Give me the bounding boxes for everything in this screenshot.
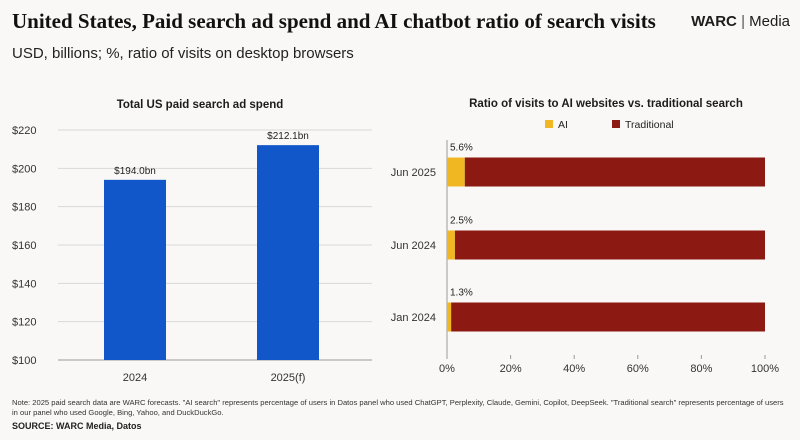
legend-label-traditional: Traditional [625,119,674,131]
bar-segment-ai [447,230,455,260]
category-label: Jun 2024 [391,240,436,252]
y-tick-label: $100 [12,355,36,367]
brand-logo: WARC | Media [690,13,790,30]
x-tick-label: 2025(f) [271,372,306,384]
bar-segment-traditional [451,302,765,332]
x-tick-label: 0% [439,363,455,375]
chart-title: United States, Paid search ad spend and … [12,9,656,33]
x-tick-label: 60% [627,363,649,375]
x-tick-label: 80% [690,363,712,375]
legend-label-ai: AI [558,119,568,131]
legend-swatch-traditional [612,120,620,128]
y-tick-label: $200 [12,163,36,175]
x-tick-label: 20% [500,363,522,375]
ad-spend-chart: Total US paid search ad spend $100 $120 $14… [12,99,372,384]
x-tick-label: 40% [563,363,585,375]
brand-separator: | [741,13,745,30]
bar-segment-traditional [464,157,765,187]
y-tick-label: $180 [12,202,36,214]
source-line: SOURCE: WARC Media, Datos [12,421,142,431]
bar-2025f [257,145,319,360]
charts-canvas: Total US paid search ad spend $100 $120 $14… [12,98,780,384]
bar-segment-ai [447,157,465,187]
bar-data-label: $212.1bn [267,131,309,142]
bar-segment-traditional [454,230,765,260]
ai-ratio-chart: Ratio of visits to AI websites vs. tradi… [391,98,780,375]
y-tick-label: $120 [12,317,36,329]
brand-suffix: Media [749,13,790,30]
bar-data-label: $194.0bn [114,166,156,177]
category-label: Jun 2025 [391,167,436,179]
ai-share-data-label: 2.5% [450,216,473,227]
x-tick-label: 100% [751,363,779,375]
ad-spend-chart-title: Total US paid search ad spend [117,99,284,111]
bar-segment-ai [447,302,452,332]
ai-ratio-chart-title: Ratio of visits to AI websites vs. tradi… [469,98,743,110]
chart-subtitle: USD, billions; %, ratio of visits on des… [12,45,354,62]
y-tick-label: $220 [12,125,36,137]
y-tick-label: $160 [12,240,36,252]
ai-share-data-label: 5.6% [450,143,473,154]
ai-share-data-label: 1.3% [450,288,473,299]
y-tick-label: $140 [12,278,36,290]
x-tick-label: 2024 [123,372,147,384]
legend-swatch-ai [545,120,553,128]
bar-2024 [104,179,166,360]
brand-name: WARC [691,13,737,30]
footnote: Note: 2025 paid search data are WARC for… [12,398,784,417]
category-label: Jan 2024 [391,312,436,324]
